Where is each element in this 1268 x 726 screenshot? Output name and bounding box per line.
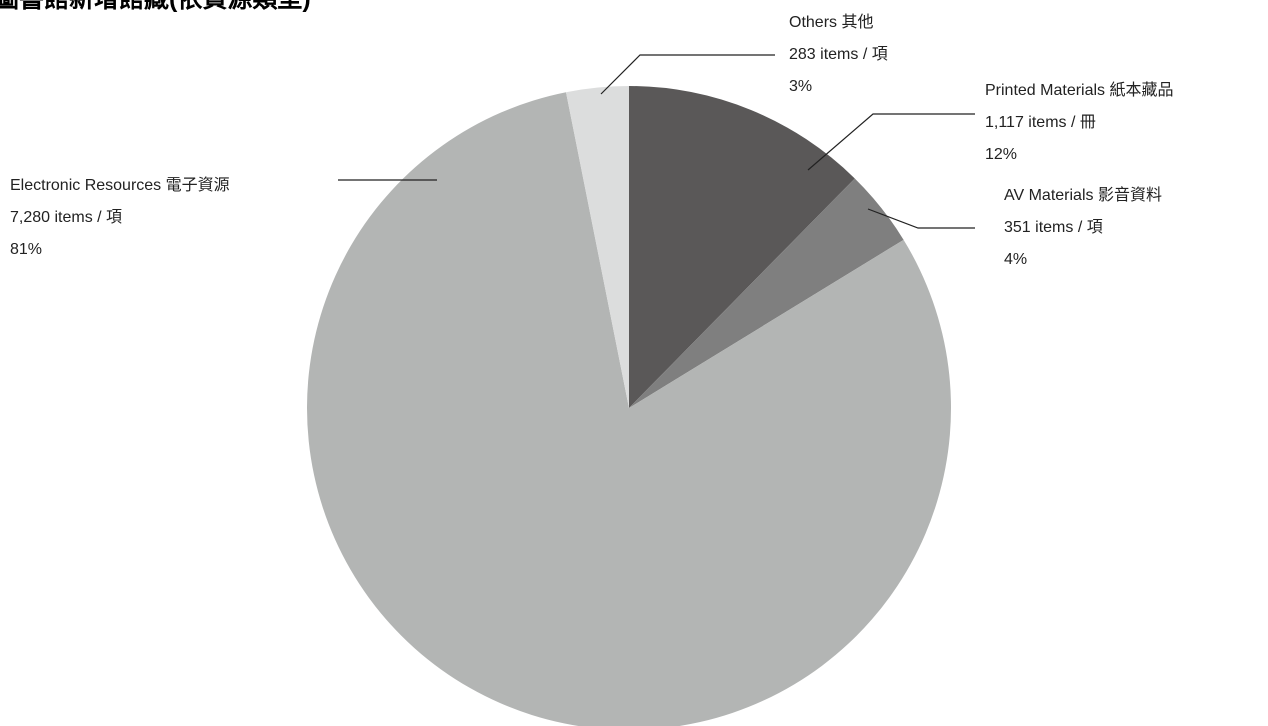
chart-title: 圖書館新增館藏(依資源類型)	[0, 0, 311, 13]
slice-label-count-2: 7,280 items / 項	[10, 209, 122, 226]
pie-slices	[307, 86, 951, 726]
slice-label-count-3: 283 items / 項	[789, 46, 888, 63]
slice-label-percent-1: 4%	[1004, 251, 1027, 268]
slice-label-name-1: AV Materials 影音資料	[1004, 186, 1162, 204]
slice-label-name-0: Printed Materials 紙本藏品	[985, 81, 1174, 99]
slice-label-name-3: Others 其他	[789, 13, 873, 31]
leader-line-3	[600, 54, 775, 95]
slice-label-percent-2: 81%	[10, 241, 42, 258]
slice-label-count-0: 1,117 items / 冊	[985, 114, 1096, 131]
slice-label-percent-0: 12%	[985, 146, 1017, 163]
pie-slice-3	[566, 86, 629, 408]
leader-line-0	[807, 113, 975, 171]
slice-label-count-1: 351 items / 項	[1004, 219, 1103, 236]
pie-slice-0	[629, 86, 855, 408]
pie-slice-2	[307, 92, 951, 726]
pie-slice-1	[629, 178, 904, 408]
leader-line-1	[867, 208, 975, 229]
slice-label-name-2: Electronic Resources 電子資源	[10, 176, 230, 194]
slice-label-percent-3: 3%	[789, 78, 812, 95]
leader-lines	[338, 54, 975, 229]
slice-labels: Printed Materials 紙本藏品 1,117 items / 冊 12%…	[10, 13, 1174, 268]
